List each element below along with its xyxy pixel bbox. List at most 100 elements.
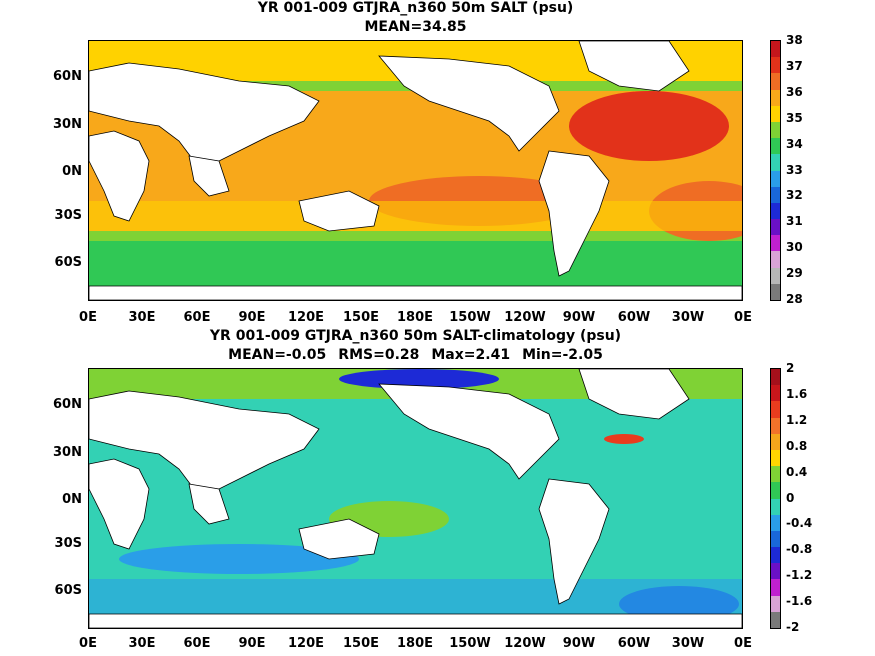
xtick: 60W: [617, 636, 651, 651]
xtick: 120E: [287, 310, 325, 325]
colorbar-segment: [771, 466, 780, 483]
ytick-30n: 30N: [53, 445, 82, 460]
salt-panel: YR 001-009 GTJRA_n360 50m SALT (psu) MEA…: [53, 0, 803, 325]
colorbar-segment: [771, 121, 780, 139]
chart-title: YR 001-009 GTJRA_n360 50m SALT (psu): [88, 0, 743, 17]
colorbar-segment: [771, 154, 780, 171]
colorbar-segment: [771, 433, 780, 450]
colorbar-label: 31: [786, 214, 803, 229]
africa-land: [89, 130, 150, 222]
xtick: 0E: [734, 636, 752, 651]
xtick: 90W: [562, 636, 596, 651]
xtick: 90E: [238, 310, 266, 325]
max-stat: Max=2.41: [431, 347, 511, 363]
colorbar-label: 33: [786, 162, 803, 177]
indian-negative: [119, 544, 359, 574]
ytick-60s: 60S: [54, 255, 82, 270]
colorbar-label: 30: [786, 240, 803, 255]
rms-stat: RMS=0.28: [338, 347, 420, 363]
xtick: 90E: [238, 636, 266, 651]
colorbar-label: 37: [786, 58, 803, 73]
colorbar-segment: [771, 385, 780, 402]
colorbar-label: 0.8: [786, 438, 808, 453]
colorbar-label: 28: [786, 292, 803, 306]
india-land: [188, 155, 230, 197]
xtick: 60E: [183, 310, 211, 325]
antarctica-land: [89, 285, 742, 300]
colorbar-segment: [771, 563, 780, 580]
colorbar-segment: [771, 267, 780, 284]
anomaly-map: [88, 368, 743, 629]
title-text: YR 001-009 GTJRA_n360 50m SALT-climatolo…: [209, 328, 622, 344]
anomaly-map-svg: [89, 369, 742, 628]
colorbar-segment: [771, 449, 780, 467]
ytick-30s: 30S: [54, 536, 82, 551]
xtick: 150E: [342, 310, 380, 325]
xtick: 0E: [734, 310, 752, 325]
colorbar-label: 36: [786, 84, 803, 99]
ytick-0n: 0N: [62, 492, 82, 507]
ytick-60n: 60N: [53, 69, 82, 84]
xtick: 0E: [79, 310, 97, 325]
xtick: 150E: [342, 636, 380, 651]
colorbar-segment: [771, 401, 780, 418]
chart-stats: MEAN=-0.05 RMS=0.28 Max=2.41 Min=-2.05: [88, 347, 743, 364]
colorbar-segment: [771, 41, 780, 58]
ytick-60s: 60S: [54, 583, 82, 598]
chart-stats: MEAN=34.85: [88, 19, 743, 36]
xtick: 180E: [396, 310, 434, 325]
chart-title: YR 001-009 GTJRA_n360 50m SALT-climatolo…: [88, 328, 743, 345]
xtick: 0E: [79, 636, 97, 651]
xtick: 120E: [287, 636, 325, 651]
colorbar-segment: [771, 417, 780, 434]
antarctica-land: [89, 613, 742, 628]
colorbar-label: 32: [786, 188, 803, 203]
southern-negative-band: [89, 579, 742, 614]
colorbar-label: 2: [786, 361, 795, 375]
colorbar-segment: [771, 611, 780, 628]
colorbar-segment: [771, 89, 780, 106]
colorbar-segment: [771, 186, 780, 203]
xtick: 30W: [671, 636, 705, 651]
north-america-land: [378, 55, 560, 152]
south-america-land: [538, 478, 610, 605]
colorbar-label: 0: [786, 490, 795, 505]
mean-stat: MEAN=-0.05: [228, 347, 327, 363]
xtick: 30W: [671, 310, 705, 325]
greenland-land: [578, 41, 690, 92]
colorbar-segment: [771, 251, 780, 268]
xtick: 60E: [183, 636, 211, 651]
colorbar-label: 38: [786, 33, 803, 47]
colorbar-label: 1.2: [786, 412, 808, 427]
australia-land: [298, 190, 380, 232]
colorbar-segment: [771, 73, 780, 90]
south-america-land: [538, 150, 610, 277]
colorbar-label: 1.6: [786, 386, 808, 401]
greenland-land: [578, 369, 690, 420]
xtick: 120W: [504, 636, 546, 651]
africa-land: [89, 458, 150, 550]
salt-map-svg: [89, 41, 742, 300]
salt-map: [88, 40, 743, 301]
xtick: 30E: [128, 310, 156, 325]
india-land: [188, 483, 230, 525]
colorbar-segment: [771, 219, 780, 236]
colorbar-label: -2: [786, 620, 800, 634]
colorbar-segment: [771, 235, 780, 252]
colorbar-segment: [771, 498, 780, 515]
ytick-30n: 30N: [53, 117, 82, 132]
ytick-0n: 0N: [62, 164, 82, 179]
australia-land: [298, 518, 380, 560]
xtick: 150W: [449, 310, 491, 325]
colorbar: [770, 40, 781, 301]
colorbar-label: -1.2: [786, 568, 813, 583]
colorbar-segment: [771, 482, 780, 499]
eurasia-land: [89, 62, 320, 167]
salt-anomaly-panel: YR 001-009 GTJRA_n360 50m SALT-climatolo…: [0, 328, 875, 656]
xtick: 180E: [396, 636, 434, 651]
ytick-60n: 60N: [53, 397, 82, 412]
colorbar-segment: [771, 138, 780, 155]
landmasses: [89, 369, 742, 628]
colorbar-label: -0.8: [786, 542, 813, 557]
xtick: 120W: [504, 310, 546, 325]
